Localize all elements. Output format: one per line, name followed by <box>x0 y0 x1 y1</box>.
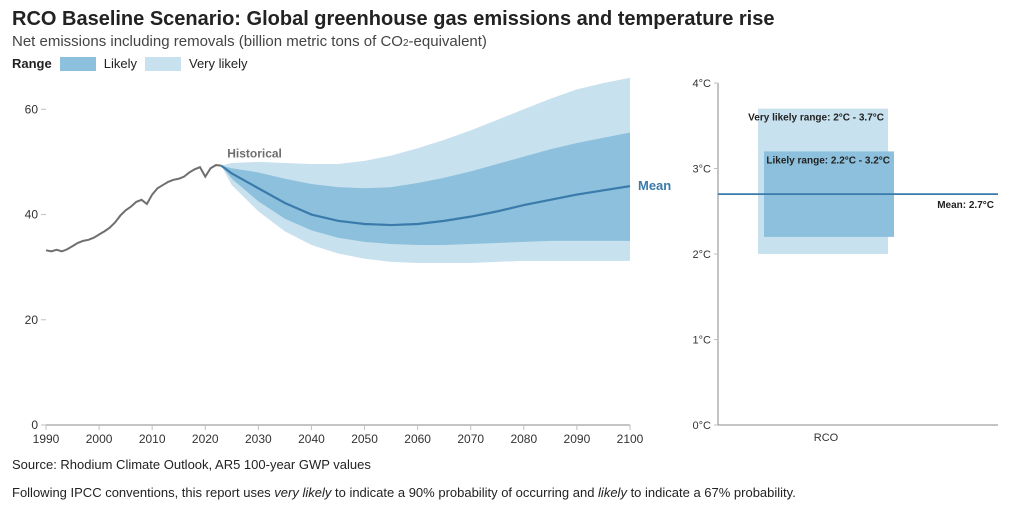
legend-very-likely-text: Very likely <box>189 56 248 71</box>
swatch-likely <box>60 57 96 71</box>
svg-text:2090: 2090 <box>564 432 591 446</box>
legend-label: Range <box>12 56 52 71</box>
svg-text:2050: 2050 <box>351 432 378 446</box>
footnote-conventions: Following IPCC conventions, this report … <box>12 485 1008 500</box>
footnote-source: Source: Rhodium Climate Outlook, AR5 100… <box>12 457 1008 472</box>
svg-text:2020: 2020 <box>192 432 219 446</box>
svg-text:0: 0 <box>31 418 38 432</box>
svg-text:1°C: 1°C <box>693 335 712 347</box>
swatch-very-likely <box>145 57 181 71</box>
temp-mean-label: Mean: 2.7°C <box>937 200 994 211</box>
svg-text:2040: 2040 <box>298 432 325 446</box>
conv-pre: Following IPCC conventions, this report … <box>12 485 274 500</box>
svg-text:20: 20 <box>25 313 39 327</box>
conv-it1: very likely <box>274 485 331 500</box>
svg-text:60: 60 <box>25 102 39 116</box>
emissions-chart: 0204060199020002010202020302040205020602… <box>12 75 672 455</box>
svg-text:3°C: 3°C <box>693 164 712 176</box>
svg-text:2060: 2060 <box>404 432 431 446</box>
temperature-chart: 0°C 1°C 2°C 3°C 4°C RCO Very likely range: 2°C… <box>688 75 1008 455</box>
conv-it2: likely <box>598 485 627 500</box>
temp-category-label: RCO <box>814 432 839 444</box>
subtitle-post: -equivalent) <box>409 33 487 50</box>
chart-subtitle: Net emissions including removals (billio… <box>12 33 1008 50</box>
conv-post: to indicate a 67% probability. <box>627 485 796 500</box>
svg-text:2°C: 2°C <box>693 249 712 261</box>
conv-mid: to indicate a 90% probability of occurri… <box>331 485 598 500</box>
svg-text:2030: 2030 <box>245 432 272 446</box>
temp-likely-label: Likely range: 2.2°C - 3.2°C <box>766 155 890 166</box>
svg-text:2070: 2070 <box>457 432 484 446</box>
svg-text:40: 40 <box>25 208 39 222</box>
subtitle-pre: Net emissions including removals (billio… <box>12 33 403 50</box>
historical-label: Historical <box>227 147 282 161</box>
svg-text:2000: 2000 <box>86 432 113 446</box>
svg-text:2010: 2010 <box>139 432 166 446</box>
chart-title: RCO Baseline Scenario: Global greenhouse… <box>12 8 1008 31</box>
svg-text:1990: 1990 <box>33 432 60 446</box>
mean-label: Mean <box>638 178 671 193</box>
svg-text:2100: 2100 <box>617 432 644 446</box>
legend-likely-text: Likely <box>104 56 137 71</box>
legend: Range Likely Very likely <box>12 56 1008 71</box>
temp-vlikely-label: Very likely range: 2°C - 3.7°C <box>748 113 884 124</box>
svg-text:2080: 2080 <box>510 432 537 446</box>
svg-text:0°C: 0°C <box>693 420 712 432</box>
svg-text:4°C: 4°C <box>693 78 712 90</box>
historical-line <box>46 165 221 251</box>
